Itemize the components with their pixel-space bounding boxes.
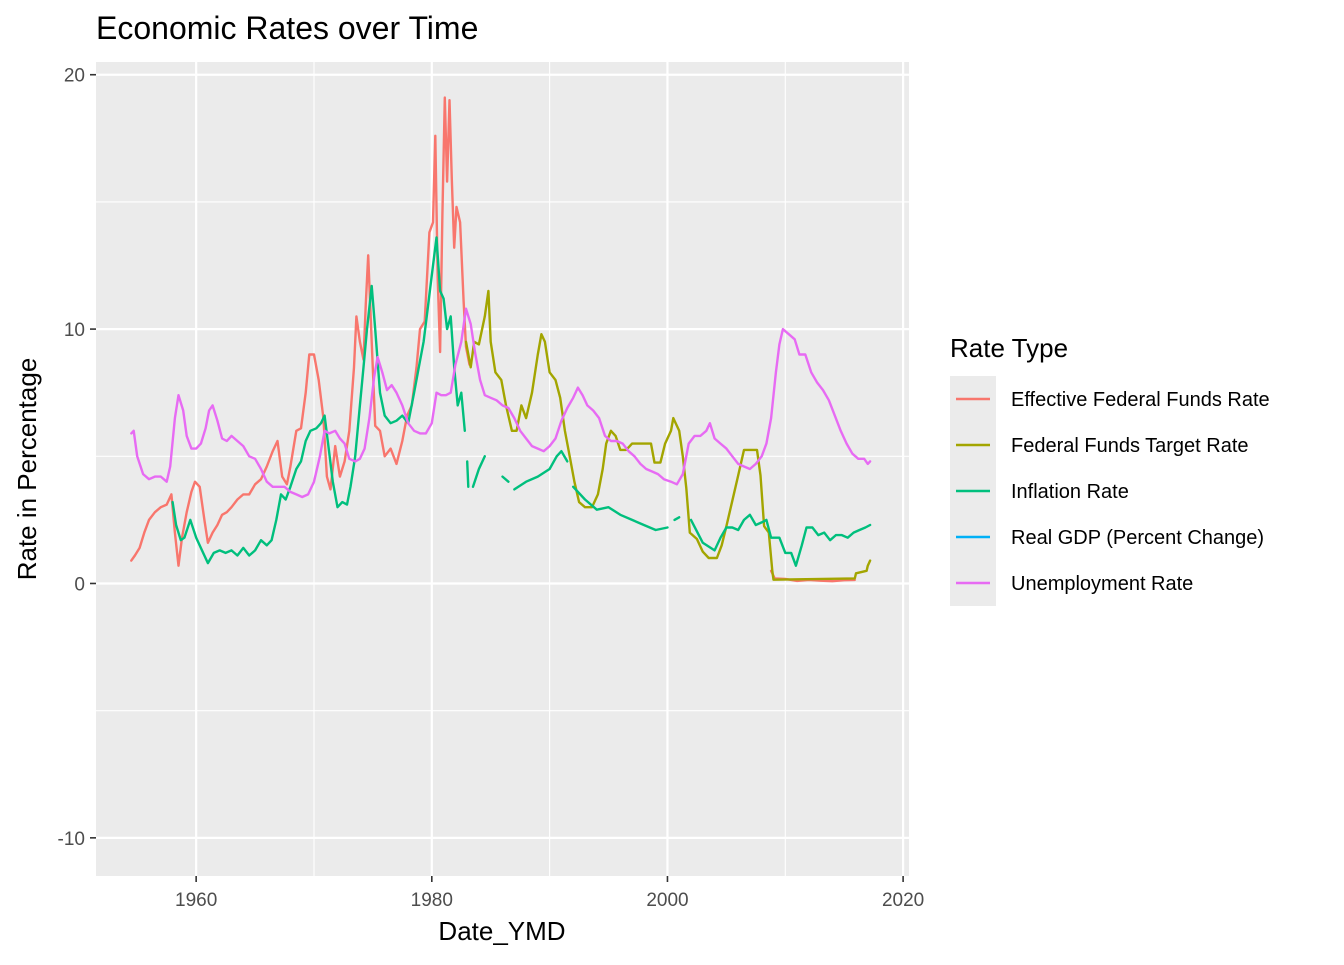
y-axis: -10 0 10 20 xyxy=(58,66,96,850)
plot-panel xyxy=(96,62,909,876)
legend-title: Rate Type xyxy=(950,333,1068,363)
legend: Rate Type Effective Federal Funds Rate Fe… xyxy=(950,333,1270,606)
x-axis: 1960 1980 2000 2020 xyxy=(175,876,924,911)
series-line xyxy=(130,307,872,499)
x-tick-label: 1980 xyxy=(411,890,453,911)
series-line xyxy=(501,475,510,483)
legend-label: Inflation Rate xyxy=(1011,481,1129,503)
minor-gridlines xyxy=(96,62,909,876)
x-tick-label: 2000 xyxy=(646,890,688,911)
y-tick-label: 20 xyxy=(64,66,85,87)
series-line xyxy=(513,450,569,491)
y-tick-label: 10 xyxy=(64,320,85,341)
legend-items: Effective Federal Funds Rate Federal Fund… xyxy=(956,389,1270,595)
series-line xyxy=(471,455,486,488)
series-line xyxy=(466,460,470,488)
series-line xyxy=(171,236,466,565)
series-unemployment-rate xyxy=(130,307,872,499)
y-tick-label: 0 xyxy=(74,574,85,595)
series-lines xyxy=(130,96,872,583)
series-line xyxy=(689,513,872,567)
y-tick-label: -10 xyxy=(58,829,85,850)
chart-title: Economic Rates over Time xyxy=(96,10,478,46)
y-axis-title: Rate in Percentage xyxy=(12,358,42,581)
legend-label: Federal Funds Target Rate xyxy=(1011,435,1249,457)
series-line xyxy=(673,516,681,522)
x-tick-label: 2020 xyxy=(882,890,924,911)
major-gridlines xyxy=(96,62,909,876)
legend-label: Real GDP (Percent Change) xyxy=(1011,527,1264,549)
legend-label: Effective Federal Funds Rate xyxy=(1011,389,1270,411)
legend-label: Unemployment Rate xyxy=(1011,573,1193,595)
x-tick-label: 1960 xyxy=(175,890,217,911)
series-inflation-rate xyxy=(171,236,872,567)
x-axis-title: Date_YMD xyxy=(438,916,565,946)
series-line xyxy=(572,485,669,532)
